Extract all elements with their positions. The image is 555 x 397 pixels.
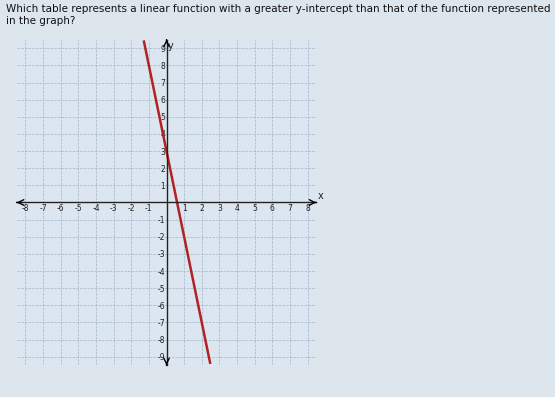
- Text: y: y: [168, 41, 174, 52]
- Text: Which table represents a linear function with a greater y-intercept than that of: Which table represents a linear function…: [6, 4, 550, 25]
- Text: x: x: [318, 191, 324, 201]
